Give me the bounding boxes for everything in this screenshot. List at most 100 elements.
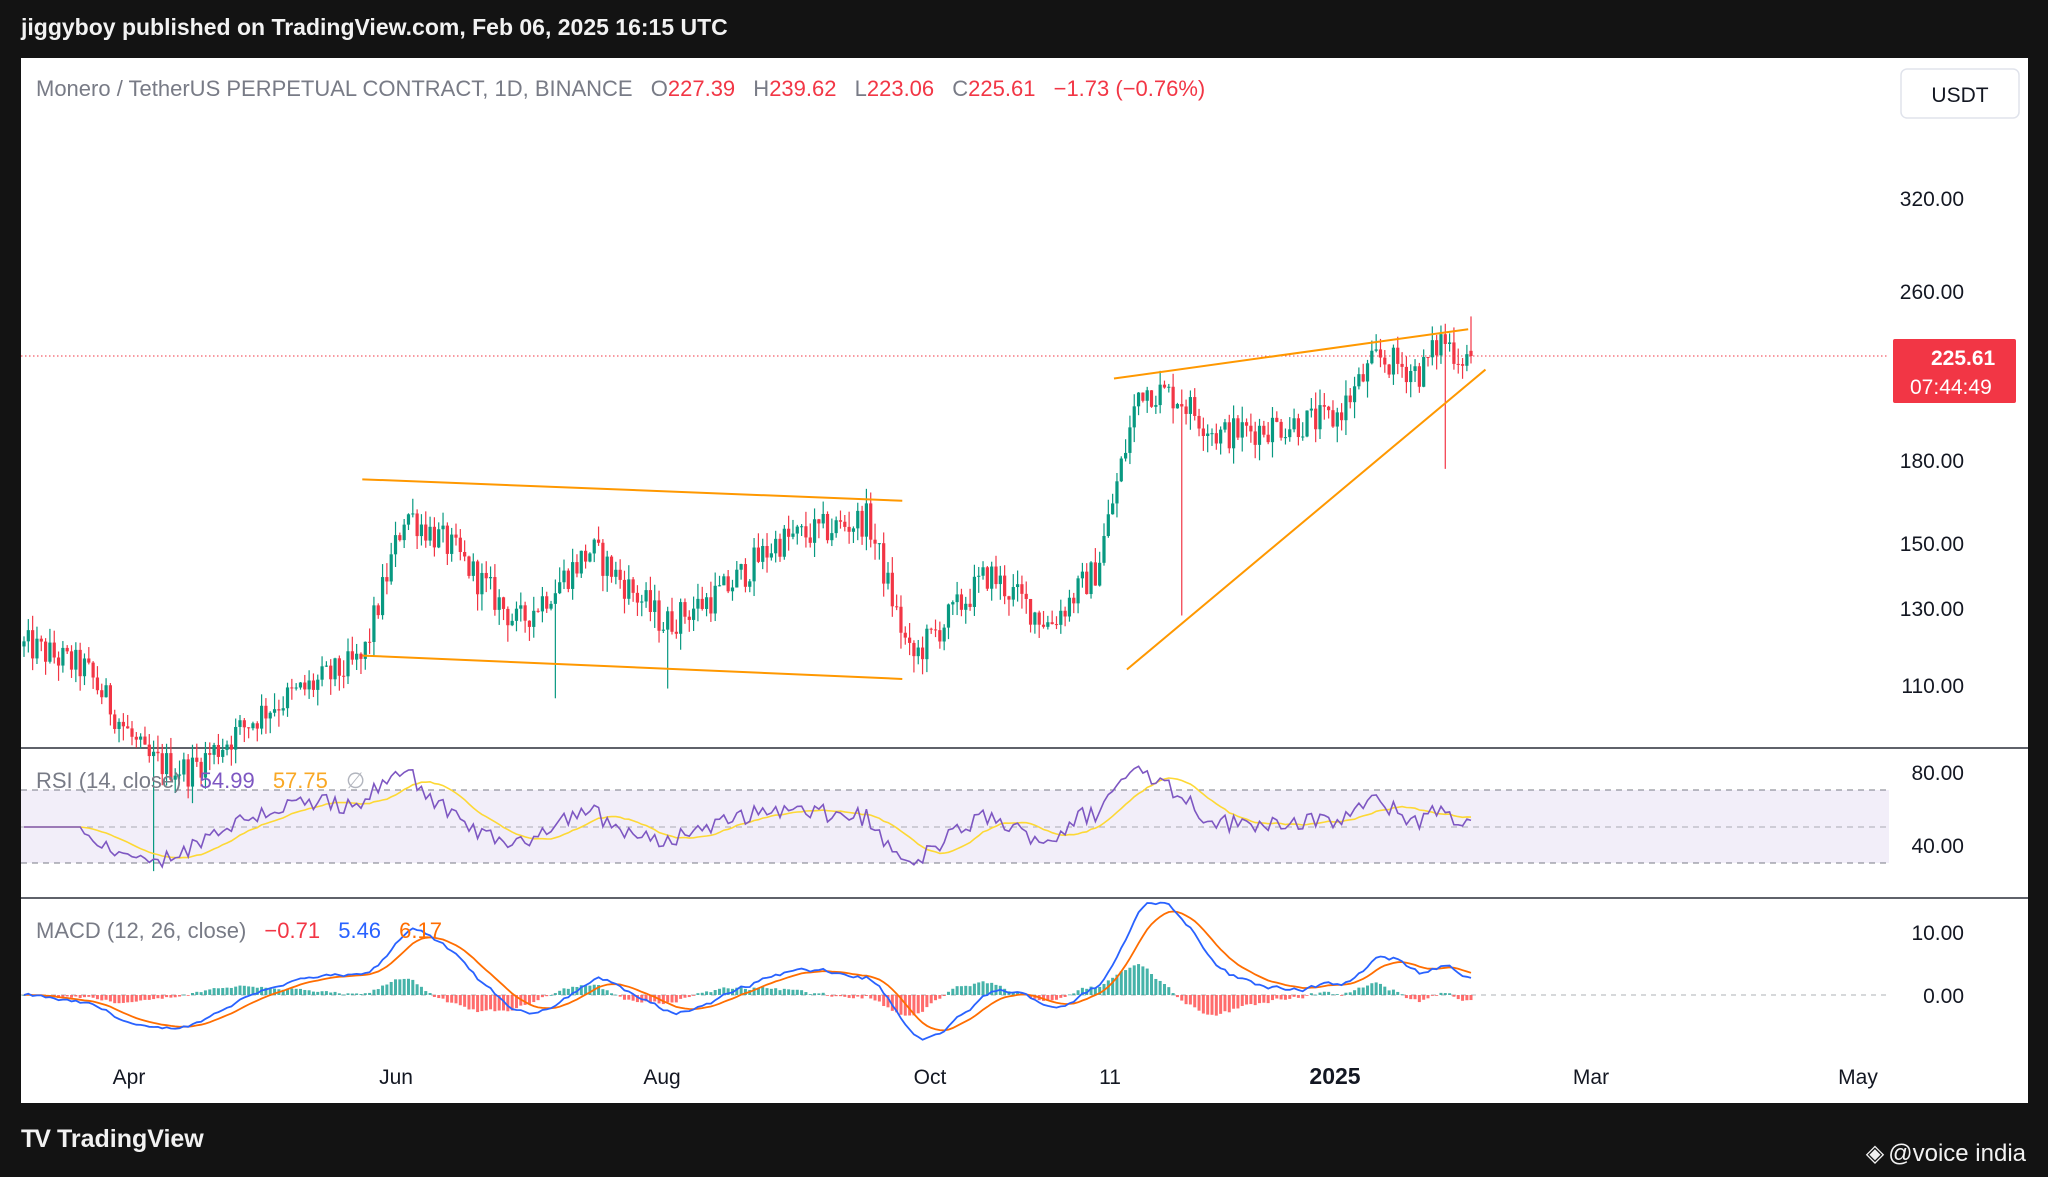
candle: [670, 597, 674, 635]
macd-histogram-bar: [1348, 992, 1352, 995]
candle-body: [164, 753, 169, 775]
candle-body: [1383, 357, 1387, 365]
candle-body: [1292, 418, 1296, 430]
candle: [579, 550, 583, 578]
candle-body: [298, 682, 303, 688]
macd-histogram-bar: [700, 992, 704, 995]
candle: [100, 683, 104, 705]
candle: [920, 636, 925, 675]
candle: [173, 768, 177, 794]
macd-histogram-bar: [1232, 995, 1236, 1009]
macd-histogram-bar: [601, 989, 605, 995]
candle: [752, 538, 756, 597]
candle: [843, 515, 847, 532]
candle-body: [1327, 406, 1331, 411]
candle-body: [31, 630, 35, 659]
candle-body: [1426, 357, 1430, 359]
tradingview-logo[interactable]: TV TradingView: [21, 1125, 204, 1154]
candle: [609, 555, 614, 583]
candle: [61, 641, 65, 673]
macd-histogram-bar: [787, 989, 791, 995]
macd-histogram-bar: [484, 995, 488, 1011]
candle: [428, 516, 432, 546]
symbol-legend[interactable]: Monero / TetherUS PERPETUAL CONTRACT, 1D…: [36, 76, 1205, 101]
rsi-legend-label[interactable]: RSI (14, close): [36, 768, 182, 793]
macd-histogram-bar: [104, 995, 108, 1000]
symbol-title[interactable]: Monero / TetherUS PERPETUAL CONTRACT, 1D…: [36, 76, 633, 101]
candle: [536, 608, 540, 613]
macd-histogram-bar: [908, 995, 912, 1016]
candle-body: [1240, 422, 1244, 438]
macd-histogram-bar: [1029, 995, 1033, 998]
candle-body: [800, 526, 804, 528]
candle-body: [484, 572, 488, 579]
candle: [113, 709, 117, 734]
candle: [1253, 421, 1257, 459]
candle: [1374, 334, 1378, 353]
candle: [666, 606, 670, 689]
currency-button-frame[interactable]: [1900, 68, 2020, 119]
candle: [1335, 407, 1339, 443]
currency-button[interactable]: USDT: [1900, 68, 2020, 119]
candle-body: [713, 585, 717, 614]
candle: [748, 579, 752, 593]
candle: [48, 628, 52, 664]
candle: [601, 539, 605, 592]
candle-body: [355, 653, 359, 660]
candle-body: [661, 629, 665, 631]
candle-body: [437, 529, 441, 548]
macd-histogram-bar: [108, 995, 112, 1002]
candle-body: [575, 562, 579, 574]
candle-body: [208, 753, 212, 755]
macd-histogram-bar: [916, 995, 920, 1014]
candle: [484, 561, 488, 593]
candle: [549, 600, 553, 611]
macd-histogram-bar: [1016, 992, 1020, 995]
candle-body: [1158, 384, 1162, 406]
candle: [1132, 394, 1136, 443]
candle: [1162, 380, 1167, 389]
candle: [903, 626, 907, 645]
candle-body: [704, 597, 709, 609]
candle: [238, 715, 242, 735]
macd-histogram-bar: [1072, 993, 1076, 995]
candle-body: [272, 709, 277, 713]
macd-legend[interactable]: MACD (12, 26, close) −0.71 5.46 6.17: [36, 918, 442, 943]
macd-histogram-bar: [316, 991, 320, 995]
macd-histogram-bar: [225, 987, 229, 995]
candle-body: [1098, 562, 1102, 586]
currency-button-label[interactable]: USDT: [1931, 84, 1988, 107]
candle-body: [1059, 610, 1063, 625]
macd-line-value: 5.46: [338, 918, 381, 943]
macd-histogram-bar: [994, 984, 998, 995]
macd-histogram-bar: [1089, 986, 1093, 995]
publish-info: jiggyboy published on TradingView.com, F…: [21, 14, 728, 40]
candle-body: [553, 593, 557, 604]
candle-body: [307, 680, 311, 690]
candle: [1327, 405, 1331, 419]
macd-histogram-bar: [394, 979, 398, 995]
macd-histogram-bar: [61, 995, 65, 997]
candle-body: [596, 539, 601, 543]
candle: [1370, 340, 1374, 365]
candle: [877, 542, 881, 560]
trendline-drawings[interactable]: [362, 328, 1487, 680]
candle-body: [264, 705, 268, 719]
rsi-legend[interactable]: RSI (14, close) 54.99 57.75 ∅: [36, 768, 365, 793]
macd-legend-label[interactable]: MACD (12, 26, close): [36, 918, 246, 943]
candle-body: [1085, 571, 1089, 595]
candle: [355, 643, 359, 671]
macd-histogram-bar: [1275, 995, 1279, 999]
chart-canvas[interactable]: 320.00 260.00 180.00 150.00 130.00 110.0…: [21, 58, 2028, 1103]
candle: [454, 523, 458, 546]
candle: [1305, 410, 1309, 438]
candle: [523, 601, 527, 633]
candle-body: [540, 596, 544, 612]
candle: [195, 743, 199, 767]
candle: [575, 554, 579, 578]
candle: [912, 640, 916, 673]
macd-histogram-bar: [290, 988, 294, 995]
candle-body: [1460, 364, 1465, 366]
candle-body: [139, 736, 143, 740]
candle: [1443, 323, 1447, 469]
